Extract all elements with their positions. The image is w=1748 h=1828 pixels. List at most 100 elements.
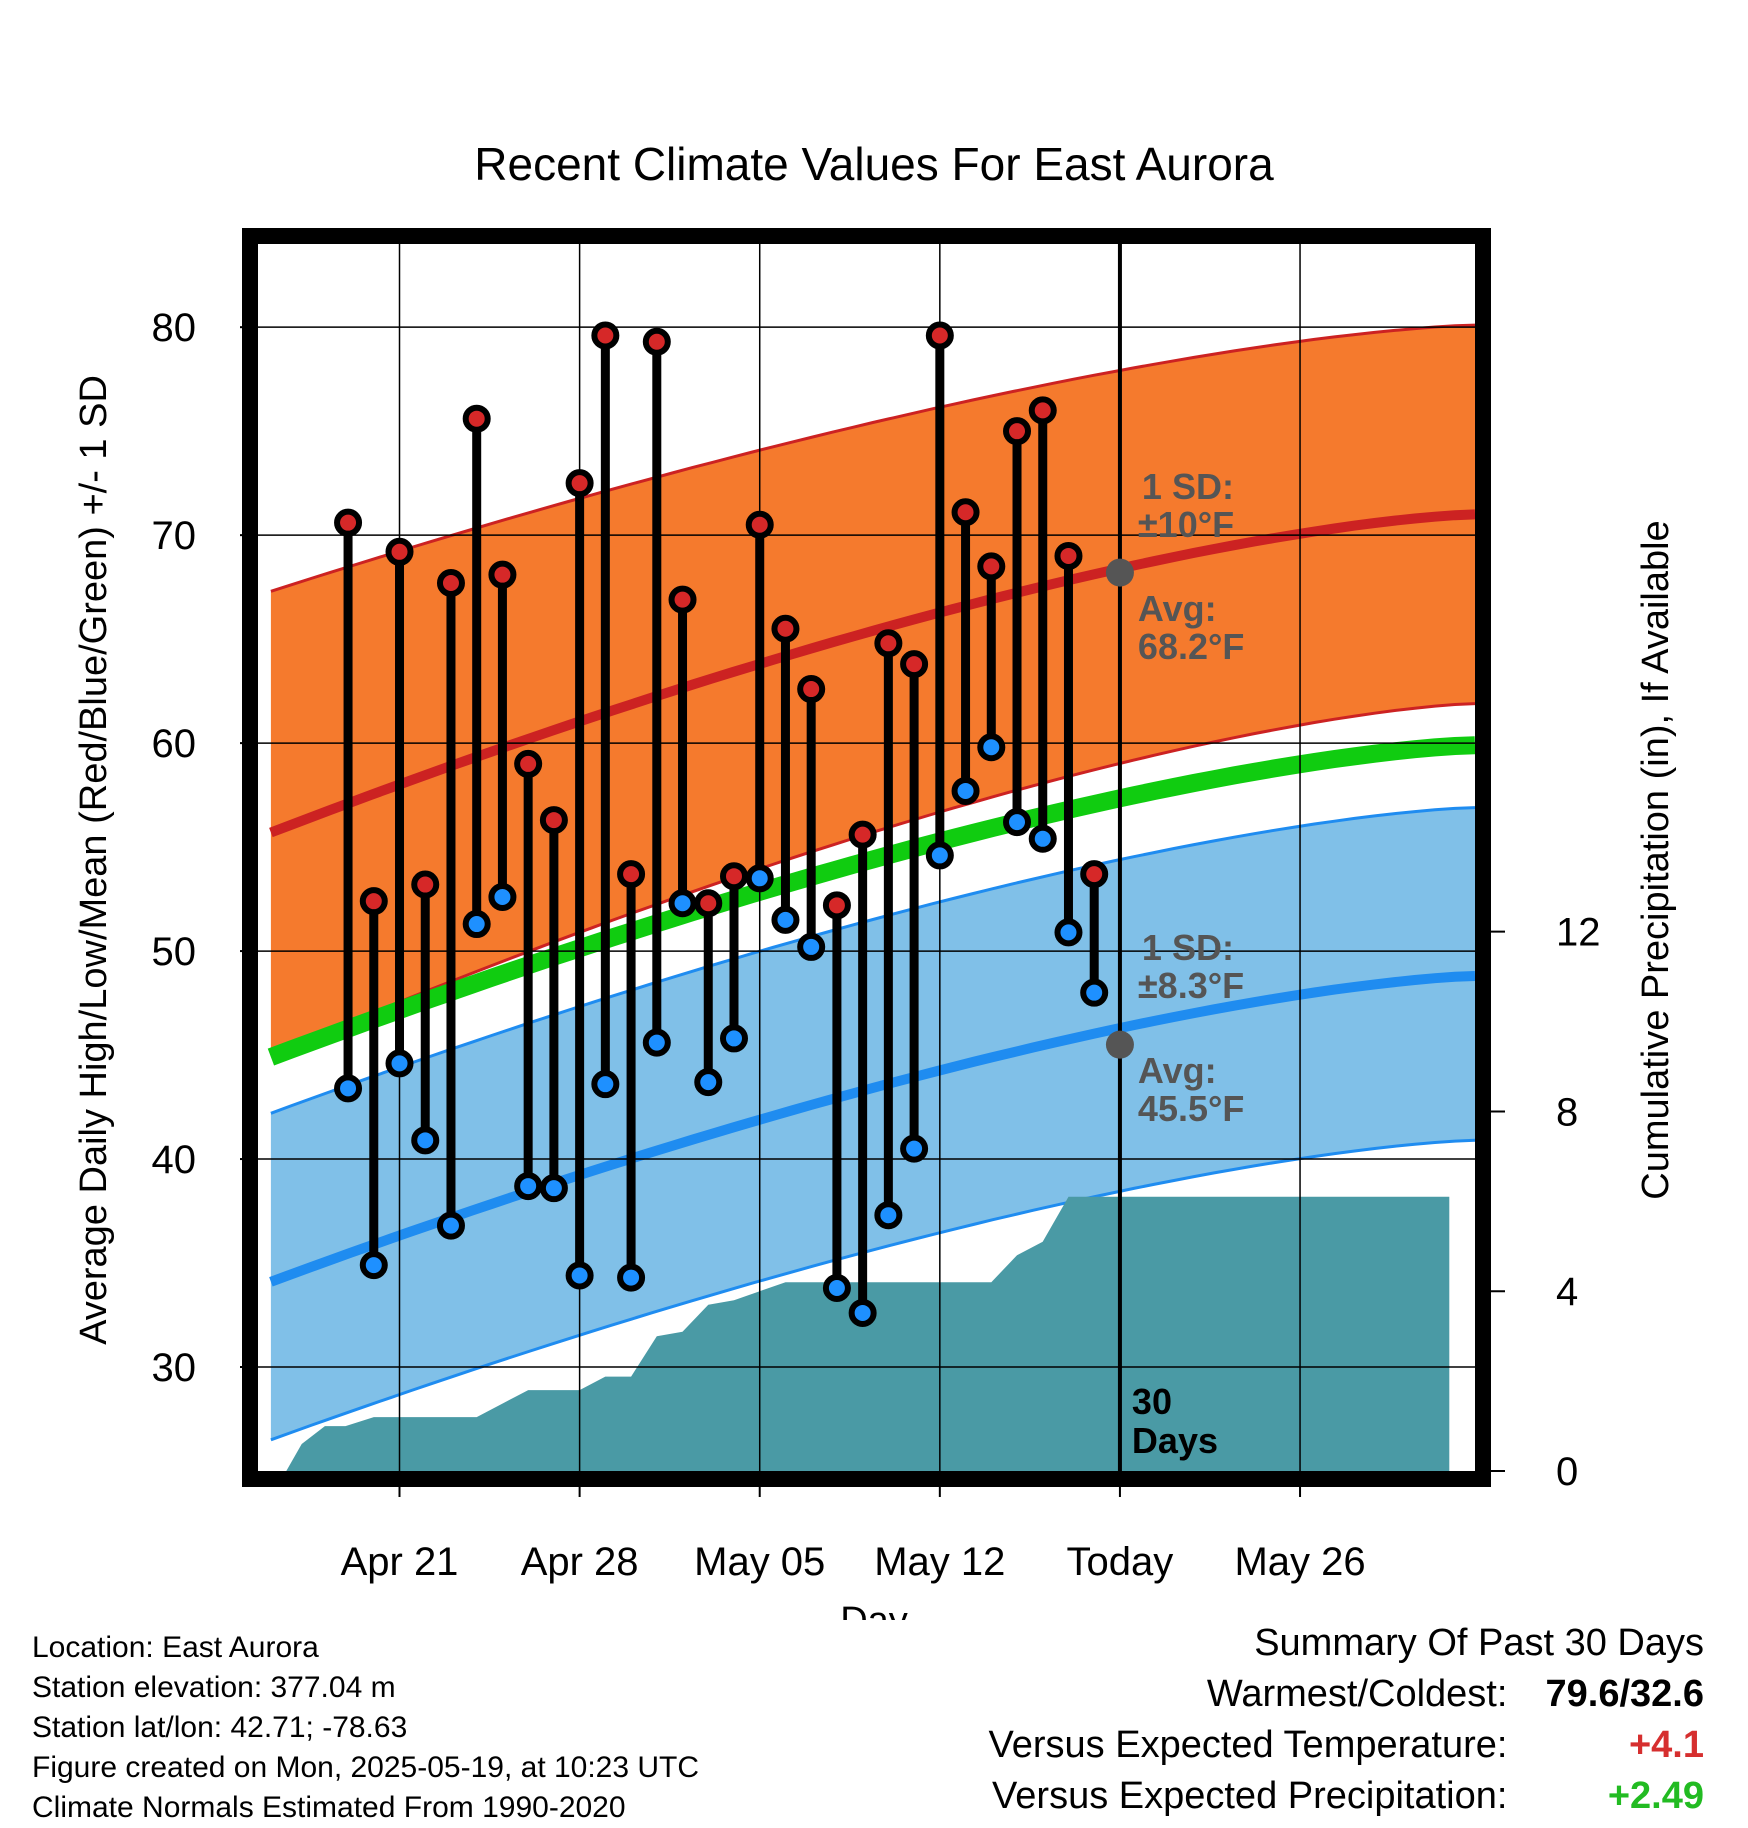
y2-tick-label: 4 bbox=[1556, 1270, 1578, 1314]
summary-heading: Summary Of Past 30 Days bbox=[1254, 1622, 1704, 1664]
y-tick-label: 70 bbox=[152, 514, 197, 558]
days-label-number: 30 bbox=[1132, 1381, 1172, 1422]
high-marker bbox=[359, 887, 388, 916]
low-marker bbox=[514, 1172, 543, 1201]
high-marker bbox=[1003, 417, 1032, 446]
high-marker bbox=[771, 614, 800, 643]
low-sd-label: 1 SD: bbox=[1142, 927, 1234, 968]
high-band-upper-edge bbox=[270, 323, 1475, 593]
low-marker bbox=[565, 1261, 594, 1290]
y-axis-label: Average Daily High/Low/Mean (Red/Blue/Gr… bbox=[73, 375, 115, 1345]
elevation-text: Station elevation: 377.04 m bbox=[32, 1671, 396, 1704]
high-avg-label: Avg: bbox=[1138, 588, 1217, 629]
low-marker bbox=[539, 1174, 568, 1203]
low-marker bbox=[925, 841, 954, 870]
low-marker bbox=[385, 1049, 414, 1078]
high-sd-value: ±10°F bbox=[1138, 504, 1234, 545]
low-marker bbox=[668, 889, 697, 918]
low-marker bbox=[951, 776, 980, 805]
y-tick-label: 50 bbox=[152, 930, 197, 974]
y-tick-label: 60 bbox=[152, 722, 197, 766]
created-text: Figure created on Mon, 2025-05-19, at 10… bbox=[32, 1751, 700, 1784]
summary-warmest-row: Warmest/Coldest: 79.6/32.6 bbox=[989, 1669, 1704, 1720]
high-marker bbox=[565, 469, 594, 498]
x-tick-label: Today bbox=[1067, 1540, 1174, 1584]
low-band-upper-edge bbox=[270, 806, 1475, 1115]
low-marker bbox=[848, 1298, 877, 1327]
location-text: Location: East Aurora bbox=[32, 1631, 319, 1664]
plot-frame bbox=[242, 228, 1491, 1487]
y2-axis-label: Cumulative Precipitation (in), If Availa… bbox=[1635, 520, 1677, 1199]
climate-chart: Recent Climate Values For East Aurora 1 … bbox=[73, 138, 1677, 1620]
low-marker bbox=[488, 883, 517, 912]
x-tick-label: May 05 bbox=[694, 1540, 825, 1584]
precip-label: Versus Expected Precipitation: bbox=[992, 1775, 1508, 1817]
low-marker bbox=[1080, 978, 1109, 1007]
high-marker bbox=[462, 404, 491, 433]
high-marker bbox=[514, 749, 543, 778]
y-tick-label: 30 bbox=[152, 1346, 197, 1390]
y2-tick-label: 12 bbox=[1556, 911, 1601, 955]
low-marker bbox=[617, 1263, 646, 1292]
high-marker bbox=[488, 560, 517, 589]
low-normal-line bbox=[269, 971, 1475, 1287]
days-label-text: Days bbox=[1132, 1420, 1218, 1461]
low-avg-dot bbox=[1105, 1030, 1134, 1059]
high-marker bbox=[539, 806, 568, 835]
high-marker bbox=[1028, 396, 1057, 425]
high-marker bbox=[642, 327, 671, 356]
y2-tick-label: 8 bbox=[1556, 1090, 1578, 1134]
warmest-value: 79.6/32.6 bbox=[1545, 1673, 1704, 1715]
low-marker bbox=[1054, 918, 1083, 947]
low-avg-label: Avg: bbox=[1138, 1050, 1217, 1091]
high-marker bbox=[385, 537, 414, 566]
low-marker bbox=[771, 905, 800, 934]
high-marker bbox=[951, 498, 980, 527]
high-normal-line bbox=[269, 509, 1475, 838]
high-marker bbox=[745, 510, 774, 539]
plot-inner bbox=[258, 244, 1475, 1471]
high-marker bbox=[848, 820, 877, 849]
y-tick-label: 40 bbox=[152, 1138, 197, 1182]
low-marker bbox=[977, 733, 1006, 762]
x-tick-label: May 26 bbox=[1234, 1540, 1365, 1584]
high-marker bbox=[719, 862, 748, 891]
low-marker bbox=[359, 1251, 388, 1280]
high-marker bbox=[694, 889, 723, 918]
mean-normal-line bbox=[267, 736, 1475, 1066]
y2-tick-label: 0 bbox=[1556, 1450, 1578, 1494]
temp-value: +4.1 bbox=[1628, 1724, 1704, 1766]
high-marker bbox=[925, 321, 954, 350]
low-marker bbox=[1028, 824, 1057, 853]
low-marker bbox=[822, 1273, 851, 1302]
low-marker bbox=[1003, 808, 1032, 837]
high-avg-value: 68.2°F bbox=[1138, 626, 1244, 667]
high-marker bbox=[591, 321, 620, 350]
low-band-lower-edge bbox=[270, 1138, 1475, 1442]
low-marker bbox=[642, 1028, 671, 1057]
high-band bbox=[270, 325, 1475, 1056]
summary-temp-row: Versus Expected Temperature: +4.1 bbox=[989, 1720, 1704, 1771]
high-marker bbox=[436, 568, 465, 597]
low-marker bbox=[334, 1074, 363, 1103]
low-marker bbox=[900, 1134, 929, 1163]
summary-panel: Summary Of Past 30 Days Warmest/Coldest:… bbox=[989, 1618, 1704, 1822]
high-avg-dot bbox=[1105, 558, 1134, 587]
high-marker bbox=[1080, 860, 1109, 889]
precipitation-area bbox=[286, 1196, 1450, 1471]
y-tick-label: 80 bbox=[152, 306, 197, 350]
low-marker bbox=[462, 910, 491, 939]
high-marker bbox=[822, 891, 851, 920]
low-marker bbox=[874, 1201, 903, 1230]
high-marker bbox=[668, 585, 697, 614]
low-marker bbox=[591, 1070, 620, 1099]
low-avg-value: 45.5°F bbox=[1138, 1088, 1244, 1129]
high-marker bbox=[977, 552, 1006, 581]
high-marker bbox=[900, 650, 929, 679]
high-marker bbox=[797, 675, 826, 704]
low-marker bbox=[694, 1068, 723, 1097]
summary-precip-row: Versus Expected Precipitation: +2.49 bbox=[989, 1771, 1704, 1822]
high-marker bbox=[334, 508, 363, 537]
low-sd-value: ±8.3°F bbox=[1138, 965, 1244, 1006]
